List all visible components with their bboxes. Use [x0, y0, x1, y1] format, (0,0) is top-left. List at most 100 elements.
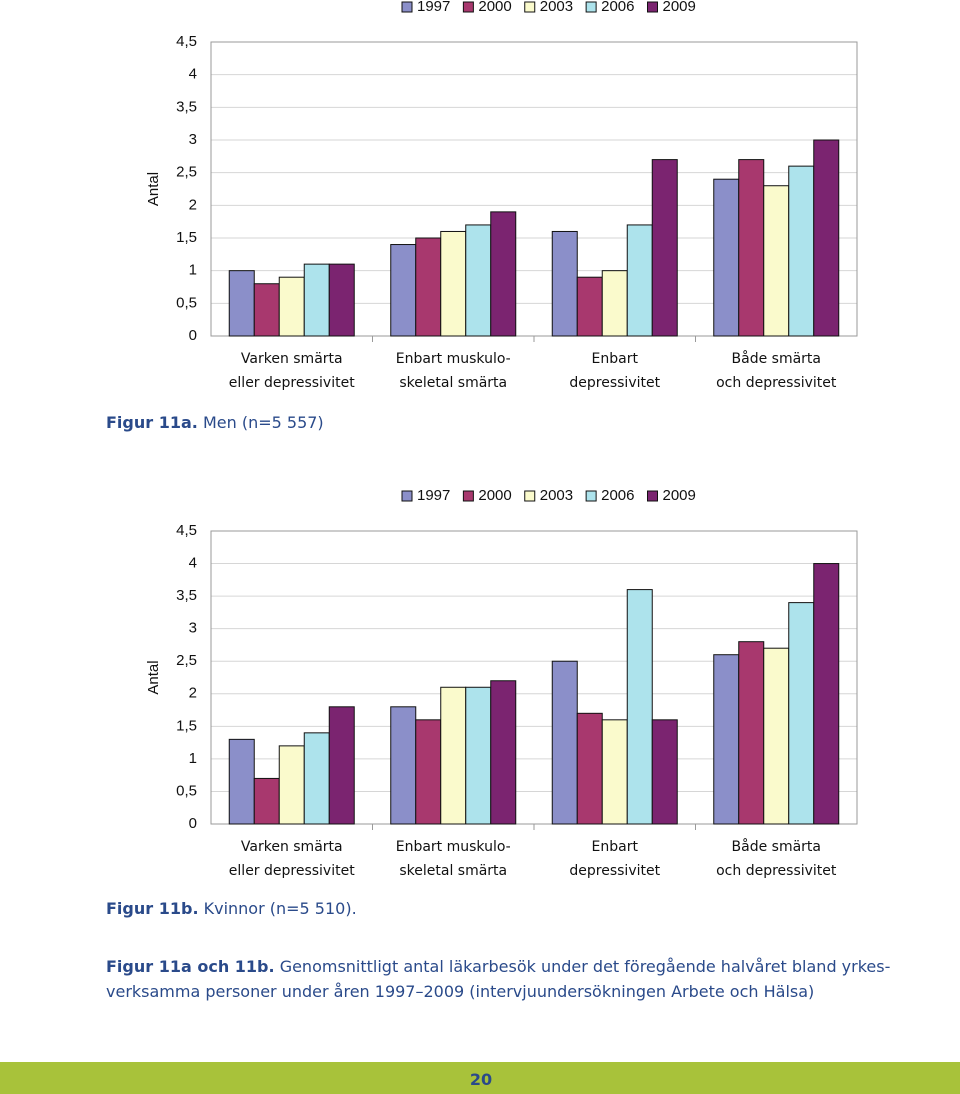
- x-tick-label: Enbart: [592, 839, 639, 855]
- bar: [328, 263, 355, 337]
- legend-label: 2006: [601, 487, 634, 504]
- y-tick-label: 0,5: [176, 782, 197, 799]
- y-tick-label: 0: [189, 327, 197, 344]
- x-tick-label: Varken smärta: [241, 839, 343, 855]
- bar: [713, 654, 740, 825]
- bar: [813, 563, 840, 825]
- legend-label: 2003: [540, 0, 573, 15]
- bar: [228, 270, 255, 337]
- bar: [763, 647, 790, 825]
- bar: [651, 719, 678, 825]
- y-tick-label: 1,5: [176, 229, 197, 246]
- bar: [303, 263, 330, 337]
- bar: [328, 706, 355, 825]
- bar: [601, 270, 628, 337]
- bar: [626, 589, 653, 825]
- bar: [626, 224, 653, 337]
- caption-label: Figur 11a och 11b.: [106, 957, 275, 976]
- page-number: 20: [470, 1070, 492, 1089]
- y-tick-label: 2,5: [176, 652, 197, 669]
- x-tick-label: Både smärta: [732, 838, 821, 855]
- y-axis-label: Antal: [145, 172, 162, 206]
- x-tick-label: eller depressivitet: [229, 375, 355, 391]
- bar: [601, 719, 628, 825]
- y-tick-label: 3: [189, 131, 197, 148]
- y-tick-label: 1: [189, 262, 197, 279]
- bar: [278, 745, 305, 825]
- bar: [253, 283, 280, 337]
- bar: [763, 185, 790, 337]
- caption: Figur 11a och 11b. Genomsnittligt antal …: [106, 957, 890, 976]
- y-tick-label: 4: [189, 66, 197, 83]
- bar: [490, 680, 517, 825]
- y-tick-label: 3,5: [176, 587, 197, 604]
- x-tick-label: och depressivitet: [716, 863, 837, 879]
- legend-label: 1997: [417, 0, 450, 15]
- bar: [576, 276, 603, 337]
- x-tick-label: depressivitet: [569, 863, 660, 879]
- bar: [228, 738, 255, 825]
- bar: [253, 777, 280, 825]
- x-tick-label: depressivitet: [569, 375, 660, 391]
- bar: [278, 276, 305, 337]
- legend-swatch: [401, 490, 413, 502]
- y-tick-label: 1,5: [176, 717, 197, 734]
- y-tick-label: 2: [189, 196, 197, 213]
- bar: [651, 159, 678, 337]
- figure-caption-label: Figur 11b.: [106, 899, 199, 918]
- x-tick-label: eller depressivitet: [229, 863, 355, 879]
- legend-swatch: [647, 490, 658, 502]
- bar: [576, 712, 603, 825]
- caption-line: verksamma personer under åren 1997–2009 …: [106, 982, 814, 1001]
- figure-caption-label: Figur 11a.: [106, 413, 198, 432]
- x-tick-label: Både smärta: [732, 350, 821, 367]
- y-tick-label: 0,5: [176, 294, 197, 311]
- bar: [440, 230, 467, 337]
- legend-swatch: [524, 1, 536, 13]
- x-tick-label: skeletal smärta: [399, 375, 507, 391]
- x-tick-label: Varken smärta: [241, 351, 343, 367]
- legend-label: 2009: [663, 487, 696, 504]
- legend-swatch: [462, 1, 474, 13]
- figure-caption: Figur 11b. Kvinnor (n=5 510).: [106, 899, 357, 918]
- bar: [738, 641, 765, 825]
- legend-swatch: [585, 1, 597, 13]
- legend-swatch: [647, 1, 658, 13]
- y-tick-label: 2: [189, 685, 197, 702]
- y-tick-label: 0: [189, 815, 197, 832]
- x-tick-label: Enbart muskulo-: [396, 839, 511, 855]
- legend-swatch: [401, 1, 413, 13]
- x-tick-label: och depressivitet: [716, 375, 837, 391]
- y-tick-label: 4,5: [176, 522, 197, 539]
- legend-swatch: [585, 490, 597, 502]
- bar: [551, 230, 578, 337]
- y-axis-label: Antal: [145, 660, 162, 694]
- y-tick-label: 3: [189, 620, 197, 637]
- bar: [390, 244, 417, 337]
- bar: [415, 719, 442, 825]
- y-tick-label: 2,5: [176, 164, 197, 181]
- legend-label: 1997: [417, 487, 450, 504]
- bar: [390, 706, 417, 825]
- legend-label: 2000: [478, 487, 511, 504]
- bar: [440, 686, 467, 825]
- x-tick-label: Enbart muskulo-: [396, 351, 511, 367]
- y-tick-label: 1: [189, 750, 197, 767]
- bar: [788, 602, 815, 825]
- caption-line: Genomsnittligt antal läkarbesök under de…: [280, 957, 891, 976]
- bar: [713, 178, 740, 337]
- bar: [303, 732, 330, 825]
- x-tick-label: skeletal smärta: [399, 863, 507, 879]
- figure-caption-text: Kvinnor (n=5 510).: [204, 899, 357, 918]
- legend-label: 2000: [478, 0, 511, 15]
- y-tick-label: 3,5: [176, 98, 197, 115]
- bar: [465, 224, 492, 337]
- legend-swatch: [462, 490, 474, 502]
- footer-bar: [0, 1062, 960, 1094]
- figure-caption: Figur 11a. Men (n=5 557): [106, 413, 324, 432]
- legend-label: 2009: [663, 0, 696, 15]
- bar: [465, 686, 492, 825]
- bar: [788, 165, 815, 337]
- bar: [415, 237, 442, 337]
